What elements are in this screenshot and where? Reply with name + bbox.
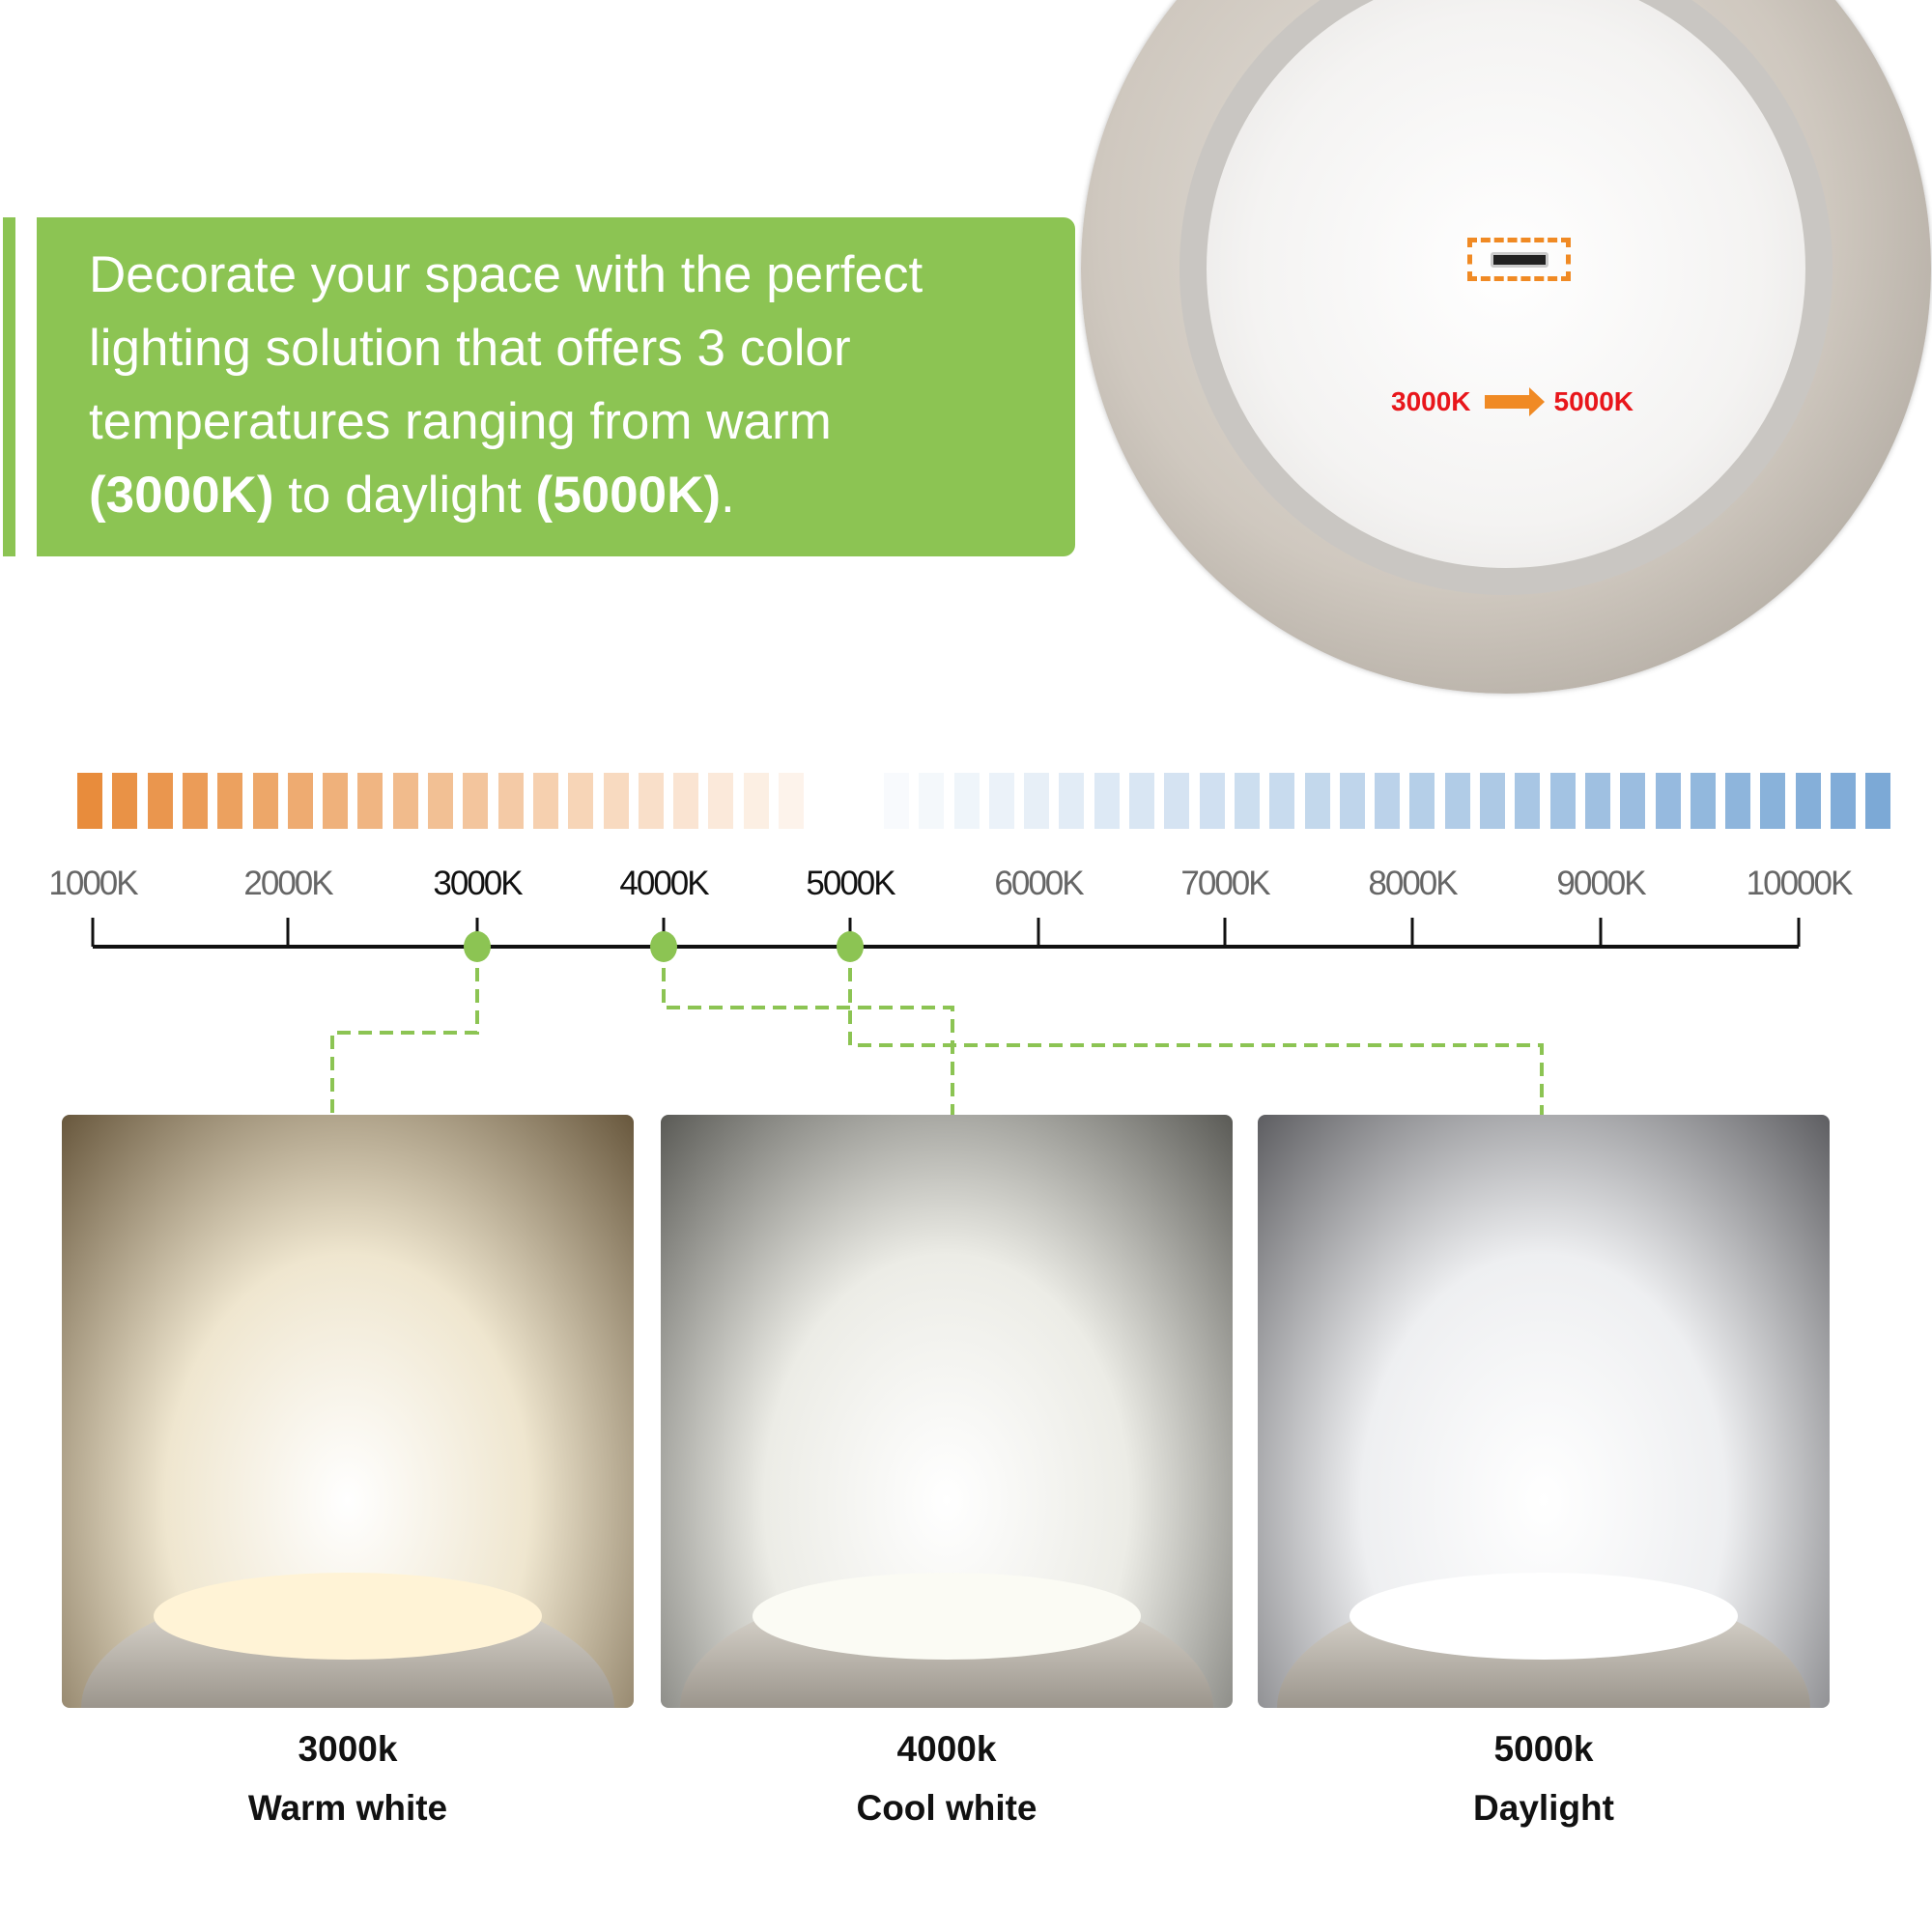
gradient-swatch <box>1199 773 1225 829</box>
gradient-swatch <box>532 773 558 829</box>
accent-stripe <box>3 217 15 556</box>
scale-label: 9000K <box>1556 865 1646 902</box>
gradient-swatch <box>603 773 629 829</box>
gradient-swatch <box>1865 773 1891 829</box>
banner-line: temperatures ranging from warm <box>89 393 832 450</box>
temperature-scale <box>91 918 1801 1115</box>
gradient-swatch <box>1375 773 1401 829</box>
panel-name: Cool white <box>856 1788 1037 1828</box>
gradient-swatch <box>217 773 243 829</box>
gradient-swatch <box>708 773 734 829</box>
gradient-swatch <box>428 773 453 829</box>
connector-5000k <box>848 947 1544 1115</box>
gradient-swatch <box>988 773 1014 829</box>
gradient-swatch <box>1234 773 1260 829</box>
gradient-swatch <box>1515 773 1541 829</box>
banner-text: to daylight <box>273 467 536 524</box>
panel-temp: 4000k <box>896 1729 997 1769</box>
gradient-swatch <box>1269 773 1295 829</box>
gradient-swatch <box>1584 773 1610 829</box>
switch-caption: 3000K 5000K <box>1391 386 1634 417</box>
gradient-swatch <box>1444 773 1470 829</box>
gradient-swatch <box>147 773 173 829</box>
scale-label: 7000K <box>1180 865 1270 902</box>
gradient-swatch <box>743 773 769 829</box>
gradient-swatch <box>1480 773 1505 829</box>
cct-switch-icon <box>1490 252 1548 268</box>
connector-4000k <box>662 947 954 1115</box>
gradient-swatch <box>357 773 384 829</box>
light-sample-4000k <box>661 1115 1233 1708</box>
gradient-swatch <box>1831 773 1856 829</box>
scale-label: 10000K <box>1746 865 1854 902</box>
gradient-swatch <box>1549 773 1576 829</box>
banner-line: (3000K) to daylight (5000K). <box>89 459 1075 532</box>
banner-line: lighting solution that offers 3 color <box>89 320 851 377</box>
light-sample-3000k <box>62 1115 634 1708</box>
gradient-swatch <box>112 773 138 829</box>
gradient-swatch <box>323 773 349 829</box>
scale-marker <box>650 931 677 962</box>
product-image-led-plate <box>1179 0 1833 595</box>
gradient-swatch <box>252 773 278 829</box>
gradient-swatch <box>287 773 313 829</box>
lens-glow <box>154 1573 542 1660</box>
light-sample-5000k <box>1258 1115 1830 1708</box>
scale-marker <box>464 931 491 962</box>
panel-temp: 5000k <box>1493 1729 1594 1769</box>
gradient-swatch <box>1795 773 1821 829</box>
gradient-swatch <box>1304 773 1330 829</box>
gradient-swatch <box>673 773 699 829</box>
scale-label: 3000K <box>433 865 523 902</box>
gradient-swatch <box>1129 773 1154 829</box>
scale-label: 4000K <box>619 865 709 902</box>
scale-label: 6000K <box>994 865 1084 902</box>
gradient-swatch <box>1339 773 1365 829</box>
scale-marker <box>837 931 864 962</box>
gradient-swatch <box>568 773 594 829</box>
gradient-swatch <box>1760 773 1786 829</box>
scale-label: 2000K <box>243 865 333 902</box>
scale-label: 8000K <box>1368 865 1458 902</box>
gradient-swatch <box>638 773 664 829</box>
gradient-swatch <box>1725 773 1751 829</box>
gradient-swatch <box>392 773 418 829</box>
switch-to: 5000K <box>1553 386 1634 416</box>
gradient-swatch <box>1690 773 1716 829</box>
feature-banner: Decorate your space with the perfect lig… <box>37 217 1075 556</box>
gradient-swatch <box>919 773 945 829</box>
panel-temp: 3000k <box>298 1729 398 1769</box>
banner-text: . <box>721 467 735 524</box>
lens-glow <box>1350 1573 1738 1660</box>
connector-3000k <box>330 947 479 1115</box>
panel-name: Warm white <box>247 1788 448 1828</box>
gradient-swatch <box>182 773 208 829</box>
scale-label: 5000K <box>806 865 895 902</box>
gradient-swatch <box>463 773 489 829</box>
lens-glow <box>753 1573 1141 1660</box>
gradient-swatch <box>779 773 804 829</box>
gradient-swatch <box>1655 773 1681 829</box>
switch-from: 3000K <box>1391 386 1471 416</box>
panel-name: Daylight <box>1473 1788 1614 1828</box>
scale-label: 1000K <box>48 865 138 902</box>
gradient-swatch <box>1059 773 1085 829</box>
gradient-swatch <box>1409 773 1435 829</box>
banner-line: Decorate your space with the perfect <box>89 246 923 303</box>
warm-value: (3000K) <box>89 467 274 524</box>
gradient-swatch <box>1620 773 1646 829</box>
gradient-swatch <box>77 773 102 829</box>
arrow-right-icon <box>1484 387 1545 416</box>
gradient-swatch <box>883 773 909 829</box>
gradient-swatch <box>497 773 524 829</box>
color-temperature-gradient <box>77 773 1891 829</box>
cct-switch-highlight <box>1467 238 1571 281</box>
gradient-swatch <box>1094 773 1120 829</box>
gradient-swatch <box>953 773 980 829</box>
gradient-swatch <box>1024 773 1050 829</box>
daylight-value: (5000K) <box>535 467 722 524</box>
gradient-swatch <box>1164 773 1190 829</box>
